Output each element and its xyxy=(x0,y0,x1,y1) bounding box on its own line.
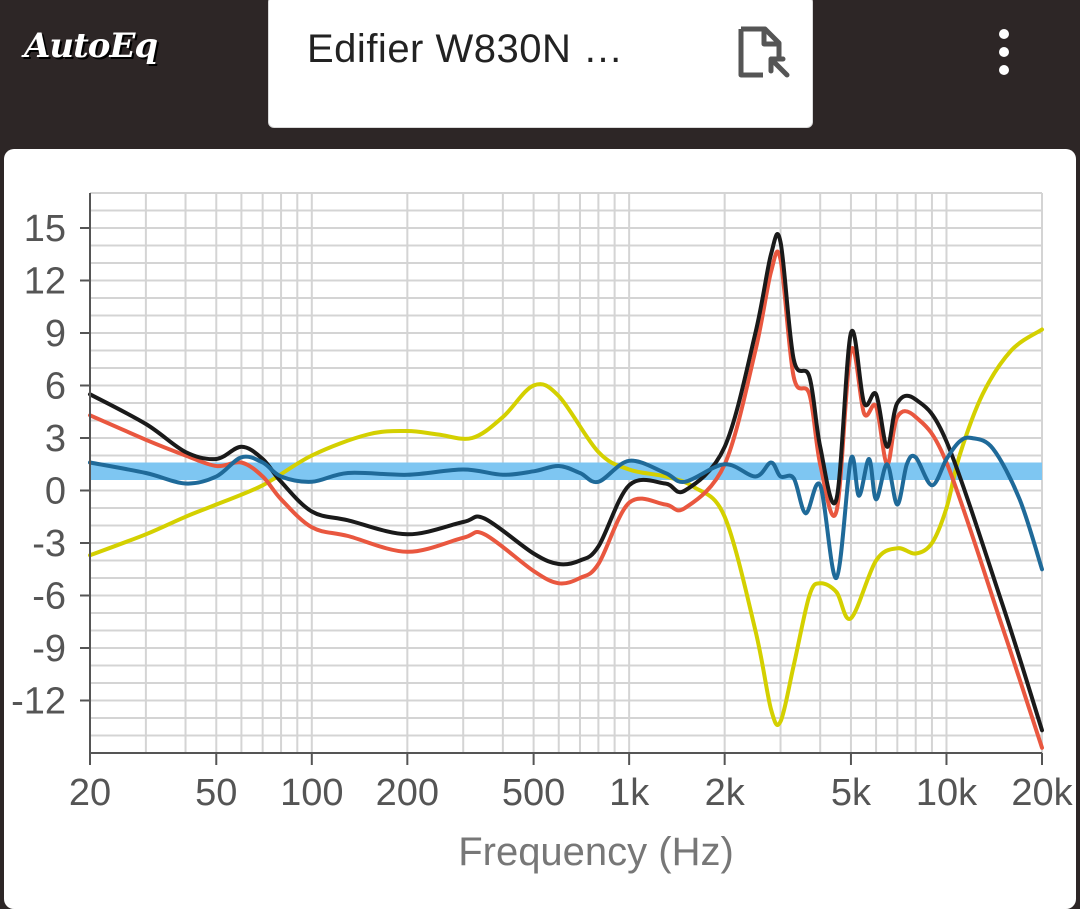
x-tick-label: 20 xyxy=(69,772,111,814)
axes xyxy=(80,193,1043,765)
y-tick-label: -3 xyxy=(32,523,66,565)
y-tick-label: 3 xyxy=(45,418,66,460)
y-tick-label: 12 xyxy=(24,261,66,303)
tick-labels: 15 12 9 6 3 0 -3 -6 -9 -12 20 50 100 200 500 1k 2k 5k 10k 2… xyxy=(11,208,1074,814)
autoeq-logo[interactable]: AutoEq xyxy=(24,26,158,66)
x-tick-label: 500 xyxy=(502,772,565,814)
x-tick-label: 10k xyxy=(916,772,978,814)
series-line-red xyxy=(88,249,1044,750)
x-tick-label: 100 xyxy=(280,772,343,814)
y-tick-label: 15 xyxy=(24,208,66,250)
x-tick-label: 2k xyxy=(705,772,746,814)
y-tick-label: 9 xyxy=(45,313,66,355)
x-tick-label: 50 xyxy=(195,772,237,814)
x-axis-title: Frequency (Hz) xyxy=(458,830,734,874)
series-line-black xyxy=(88,232,1044,733)
chart-canvas: 15 12 9 6 3 0 -3 -6 -9 -12 20 50 100 200 500 1k 2k 5k 10k 2… xyxy=(11,192,1074,874)
headphone-selector[interactable]: Edifier W830N … xyxy=(268,0,813,128)
more-vertical-icon[interactable] xyxy=(986,26,1022,78)
x-tick-label: 20k xyxy=(1011,772,1073,814)
headphone-name[interactable]: Edifier W830N … xyxy=(307,27,624,71)
frequency-response-chart: 15 12 9 6 3 0 -3 -6 -9 -12 20 50 100 200 500 1k 2k 5k 10k 2… xyxy=(4,149,1076,909)
x-tick-label: 5k xyxy=(831,772,872,814)
series-lines xyxy=(88,232,1044,750)
y-tick-label: 6 xyxy=(45,366,66,408)
x-tick-label: 1k xyxy=(609,772,650,814)
file-export-icon[interactable] xyxy=(735,25,793,83)
y-tick-label: -9 xyxy=(32,628,66,670)
y-tick-label: -12 xyxy=(11,681,66,723)
series-line-blue xyxy=(88,435,1044,581)
y-tick-label: -6 xyxy=(32,576,66,618)
y-tick-label: 0 xyxy=(45,471,66,513)
series-line-yellow xyxy=(88,327,1044,727)
app-bar: AutoEq Edifier W830N … xyxy=(0,0,1080,148)
x-tick-label: 200 xyxy=(376,772,439,814)
